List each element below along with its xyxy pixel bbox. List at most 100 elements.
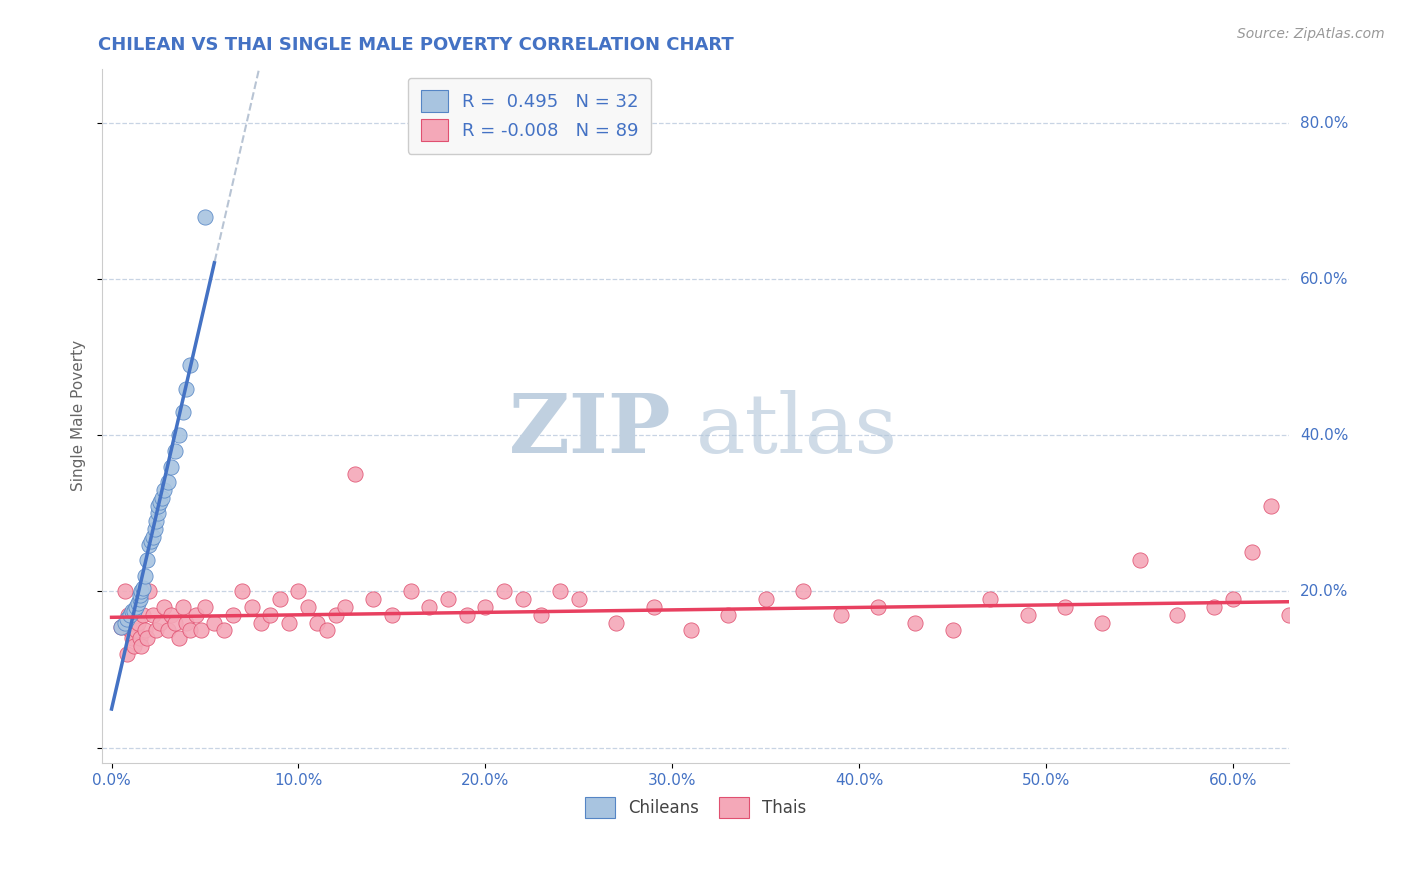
Point <box>127 596 149 610</box>
Point <box>269 592 291 607</box>
Point <box>530 607 553 622</box>
Text: CHILEAN VS THAI SINGLE MALE POVERTY CORRELATION CHART: CHILEAN VS THAI SINGLE MALE POVERTY CORR… <box>98 36 734 54</box>
Point <box>167 632 190 646</box>
Point <box>1278 607 1301 622</box>
Point <box>156 475 179 490</box>
Point <box>240 600 263 615</box>
Point <box>143 522 166 536</box>
Point <box>176 382 198 396</box>
Point <box>142 607 165 622</box>
Point <box>307 615 329 630</box>
Point <box>148 507 170 521</box>
Point <box>287 584 309 599</box>
Point <box>114 615 136 630</box>
Point <box>145 514 167 528</box>
Text: 40.0%: 40.0% <box>1301 428 1348 442</box>
Point <box>148 499 170 513</box>
Text: ZIP: ZIP <box>509 390 672 470</box>
Point <box>153 600 176 615</box>
Point <box>184 607 207 622</box>
Point <box>1240 545 1263 559</box>
Point <box>1017 607 1039 622</box>
Point <box>120 607 142 622</box>
Point <box>1353 624 1375 638</box>
Point <box>194 600 217 615</box>
Point <box>125 624 148 638</box>
Point <box>110 619 132 633</box>
Point <box>297 600 319 615</box>
Point <box>418 600 440 615</box>
Point <box>138 538 160 552</box>
Point <box>568 592 591 607</box>
Point <box>134 569 156 583</box>
Point <box>792 584 814 599</box>
Point <box>110 619 132 633</box>
Point <box>830 607 852 622</box>
Point <box>122 639 145 653</box>
Point <box>222 607 245 622</box>
Point <box>643 600 665 615</box>
Point <box>125 600 148 615</box>
Point <box>942 624 965 638</box>
Point <box>134 624 156 638</box>
Point <box>138 584 160 599</box>
Point <box>1334 607 1357 622</box>
Point <box>202 615 225 630</box>
Point <box>122 604 145 618</box>
Point <box>335 600 357 615</box>
Point <box>128 588 150 602</box>
Point <box>979 592 1001 607</box>
Point <box>190 624 212 638</box>
Point <box>904 615 927 630</box>
Point <box>381 607 404 622</box>
Point <box>325 607 347 622</box>
Point <box>149 494 172 508</box>
Point <box>250 615 273 630</box>
Point <box>1091 615 1114 630</box>
Point <box>361 592 384 607</box>
Point <box>136 632 159 646</box>
Point <box>132 607 155 622</box>
Point <box>114 584 136 599</box>
Point <box>179 624 201 638</box>
Point <box>153 483 176 497</box>
Point <box>115 612 138 626</box>
Point <box>160 607 183 622</box>
Point <box>132 581 155 595</box>
Point <box>127 615 149 630</box>
Point <box>121 604 143 618</box>
Text: atlas: atlas <box>696 390 898 470</box>
Y-axis label: Single Male Poverty: Single Male Poverty <box>72 340 86 491</box>
Point <box>176 615 198 630</box>
Point <box>172 600 194 615</box>
Point <box>139 533 162 548</box>
Text: 20.0%: 20.0% <box>1301 584 1348 599</box>
Point <box>212 624 235 638</box>
Point <box>1166 607 1188 622</box>
Point <box>278 615 301 630</box>
Point <box>179 358 201 372</box>
Point <box>1260 499 1282 513</box>
Point <box>194 210 217 224</box>
Point <box>259 607 281 622</box>
Point <box>343 467 366 482</box>
Point <box>142 530 165 544</box>
Point <box>1371 615 1393 630</box>
Point <box>131 639 153 653</box>
Point <box>1391 607 1406 622</box>
Point <box>717 607 740 622</box>
Point <box>548 584 571 599</box>
Point <box>160 459 183 474</box>
Point <box>315 624 337 638</box>
Point <box>172 405 194 419</box>
Text: 60.0%: 60.0% <box>1301 272 1348 286</box>
Text: Source: ZipAtlas.com: Source: ZipAtlas.com <box>1237 27 1385 41</box>
Text: 80.0%: 80.0% <box>1301 116 1348 130</box>
Point <box>474 600 496 615</box>
Point <box>1222 592 1244 607</box>
Point <box>866 600 889 615</box>
Point <box>494 584 516 599</box>
Point <box>131 584 153 599</box>
Point <box>117 607 139 622</box>
Point <box>605 615 627 630</box>
